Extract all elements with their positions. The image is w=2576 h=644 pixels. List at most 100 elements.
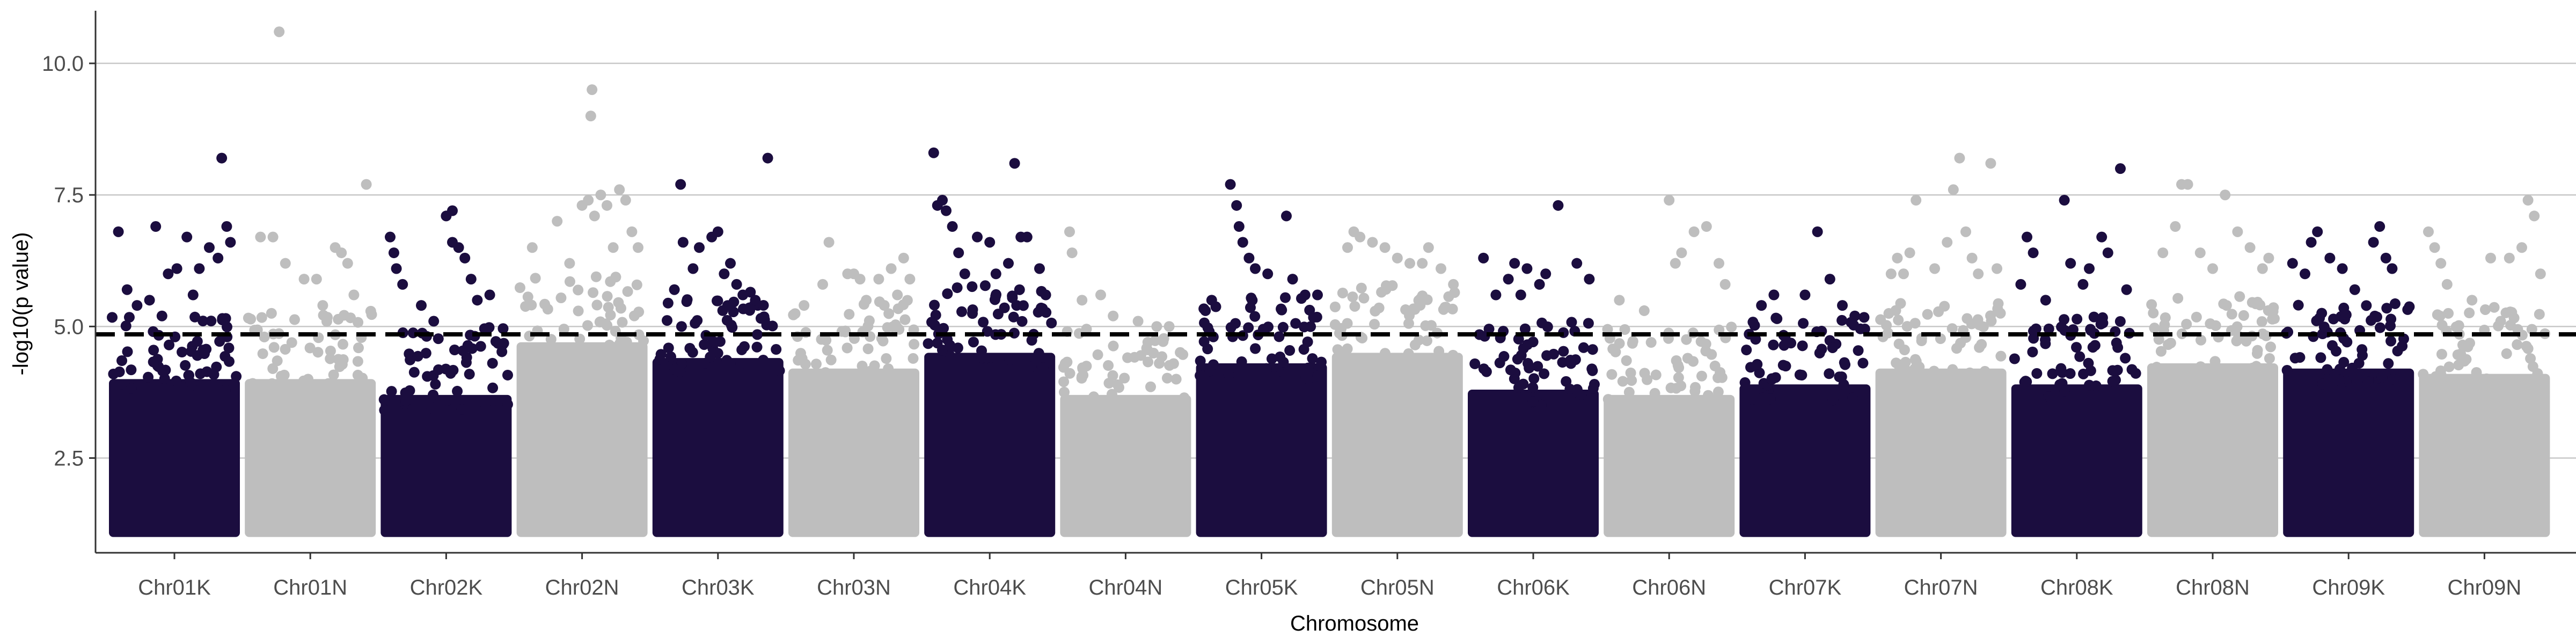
data-point: [433, 333, 444, 345]
data-point: [2383, 358, 2394, 369]
peak-point: [1904, 247, 1915, 259]
peak-point: [1312, 289, 1323, 301]
peak-point: [947, 221, 958, 232]
peak-point: [187, 289, 199, 301]
data-point: [1164, 360, 1175, 371]
data-point: [1046, 317, 1057, 328]
data-point: [2527, 361, 2538, 372]
data-point: [1519, 323, 1531, 334]
data-point: [502, 369, 513, 380]
data-point: [2210, 320, 2221, 331]
data-point: [676, 321, 687, 332]
data-point: [1400, 304, 1411, 316]
peak-point: [2102, 247, 2113, 259]
data-point: [909, 339, 920, 350]
data-point: [333, 313, 344, 325]
data-point: [1198, 336, 1210, 347]
data-point: [663, 342, 674, 354]
peak-point: [1849, 310, 1861, 321]
data-point: [728, 306, 739, 318]
data-point: [1777, 360, 1789, 371]
data-point: [1113, 382, 1124, 393]
data-point: [1141, 342, 1152, 354]
peak-point: [2337, 263, 2348, 274]
data-point: [879, 300, 890, 311]
data-point: [2501, 348, 2512, 359]
peak-point: [1021, 231, 1033, 243]
data-point: [862, 343, 874, 354]
data-point: [2172, 292, 2184, 304]
data-point: [354, 386, 365, 398]
data-point: [2331, 346, 2342, 357]
data-point: [1122, 352, 1133, 363]
data-point: [2071, 342, 2082, 353]
data-point: [1403, 318, 1414, 329]
peak-point: [1355, 231, 1366, 243]
data-point: [655, 349, 667, 360]
data-point: [908, 353, 919, 364]
peak-point: [465, 274, 477, 285]
data-point: [325, 345, 336, 356]
data-point: [1522, 339, 1533, 350]
series-Chr05N: [1329, 226, 1463, 537]
data-point: [699, 339, 710, 350]
peak-point: [1243, 252, 1255, 264]
peak-point: [2015, 279, 2026, 290]
data-point: [1518, 378, 1529, 390]
data-point: [809, 376, 820, 387]
point-cloud: [924, 353, 1056, 537]
peak-point: [1066, 247, 1078, 259]
data-point: [442, 395, 453, 406]
peak-point: [2220, 189, 2231, 201]
data-point: [2281, 364, 2293, 376]
data-point: [1675, 380, 1687, 391]
data-point: [1689, 397, 1700, 408]
data-point: [1145, 381, 1157, 392]
data-point: [289, 314, 300, 325]
data-point: [555, 292, 567, 304]
data-point: [2078, 368, 2089, 379]
data-point: [420, 348, 431, 359]
peak-point: [1638, 305, 1650, 316]
data-point: [1922, 309, 1933, 320]
data-point: [2418, 369, 2429, 380]
peak-point: [526, 242, 538, 253]
data-point: [487, 396, 499, 407]
peak-point: [2170, 221, 2181, 232]
data-point: [1337, 287, 1348, 298]
data-point: [1408, 303, 1419, 314]
data-point: [1307, 353, 1318, 364]
data-point: [337, 339, 348, 350]
peak-point: [959, 268, 970, 280]
data-point: [774, 365, 785, 376]
data-point: [1143, 356, 1154, 368]
peak-point: [762, 152, 773, 164]
point-cloud: [380, 394, 512, 537]
data-point: [824, 376, 836, 387]
data-point: [844, 309, 855, 320]
point-cloud: [1875, 368, 2007, 537]
data-point: [613, 297, 624, 308]
data-point: [514, 282, 525, 294]
data-point: [923, 338, 934, 349]
data-point: [883, 363, 894, 375]
data-point: [604, 339, 615, 350]
data-point: [564, 276, 575, 287]
point-cloud: [2011, 384, 2142, 537]
data-point: [2107, 376, 2118, 387]
data-point: [126, 364, 137, 376]
x-tick-label: Chr08K: [2040, 576, 2113, 599]
peak-point: [298, 274, 310, 285]
data-point: [705, 352, 716, 363]
data-point: [945, 340, 956, 351]
data-point: [1900, 356, 1911, 368]
peak-point: [388, 247, 399, 259]
data-point: [197, 316, 209, 327]
data-point: [1974, 319, 1985, 331]
data-point: [107, 312, 118, 323]
data-point: [1379, 348, 1391, 359]
data-point: [2251, 348, 2263, 359]
data-points: [107, 26, 2551, 537]
peak-point: [1670, 258, 1681, 269]
series-Chr01K: [107, 152, 242, 537]
